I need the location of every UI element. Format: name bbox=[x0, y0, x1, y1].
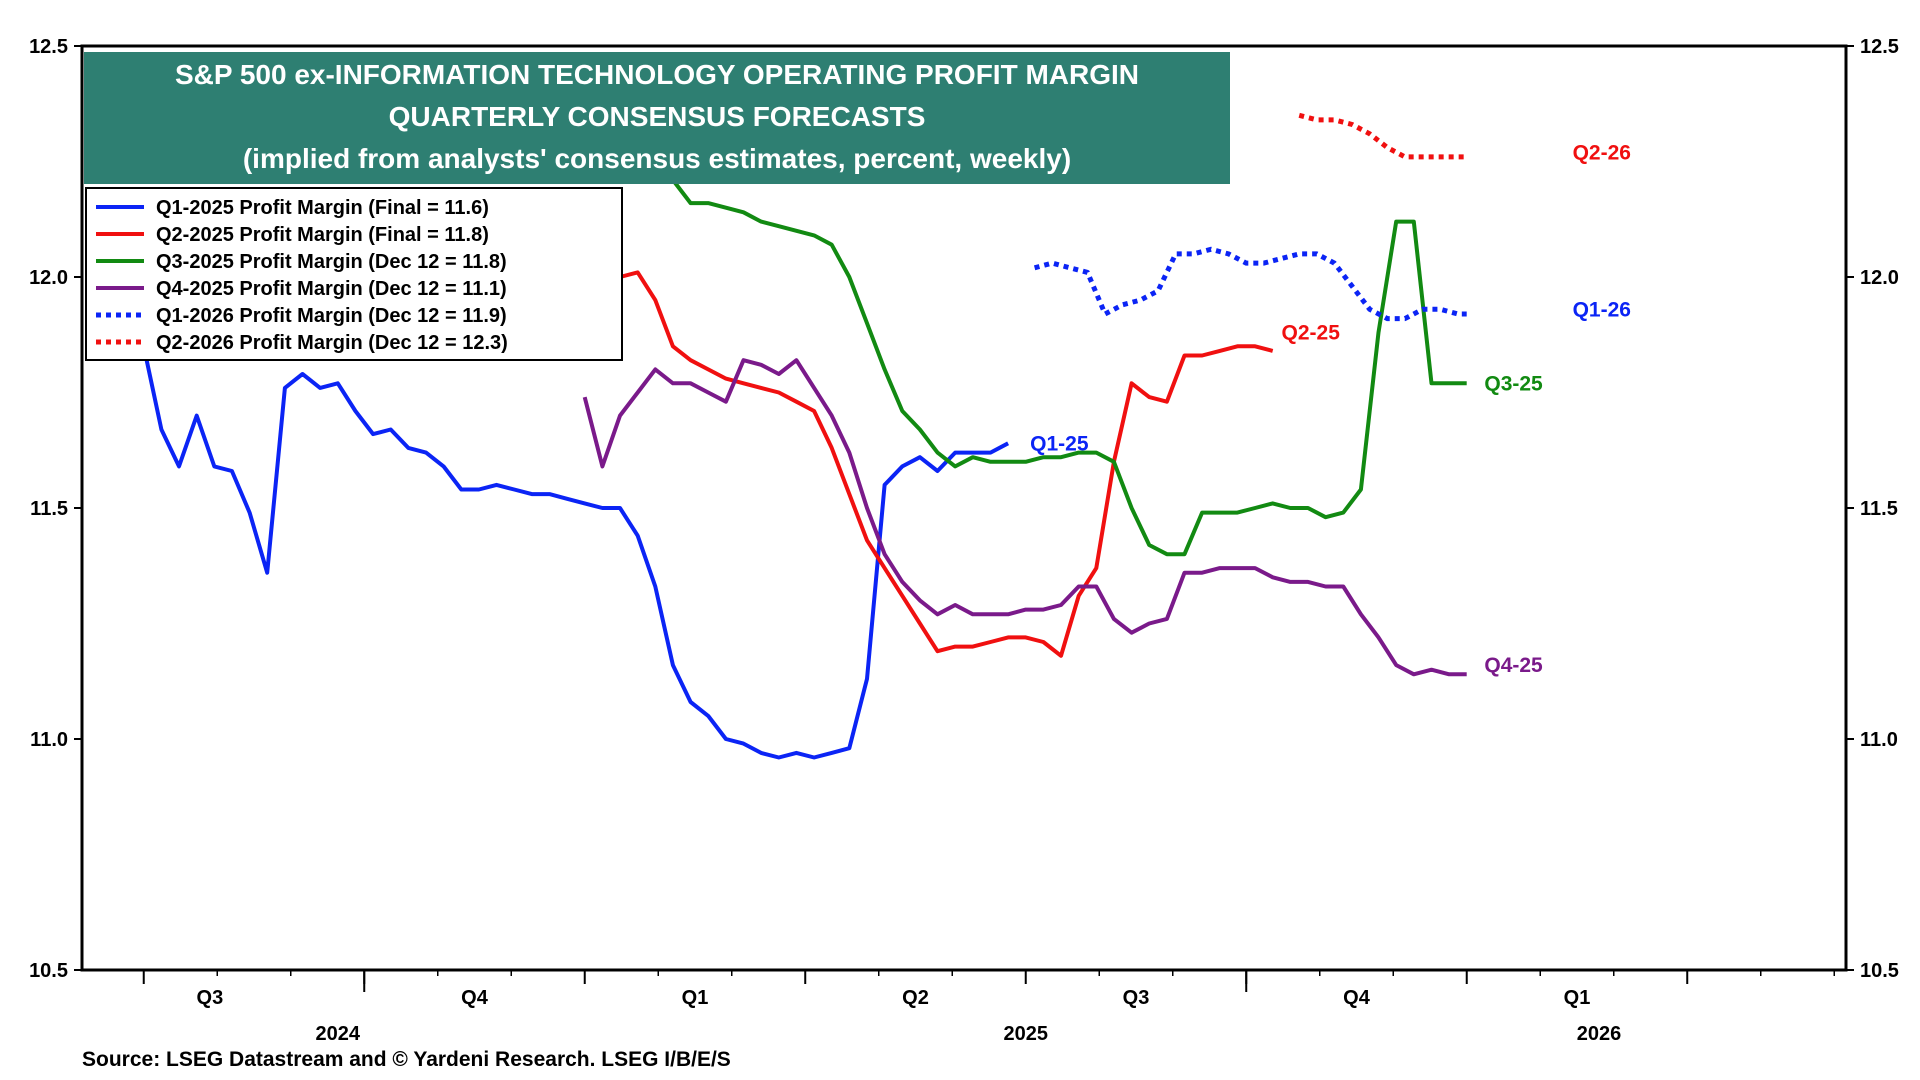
x-quarter-label: Q1 bbox=[1564, 987, 1591, 1009]
legend-box bbox=[85, 187, 623, 361]
y-tick-label-left: 11.5 bbox=[30, 498, 68, 520]
x-quarter-label: Q4 bbox=[461, 987, 489, 1009]
end-label-q1-25: Q1-25 bbox=[1030, 432, 1089, 455]
legend-label: Q1-2025 Profit Margin (Final = 11.6) bbox=[156, 197, 489, 219]
plot-frame: 10.5 10.5 11.0 11.0 11.5 11.5 12.0 12.0 12.5 12.5… bbox=[29, 36, 1899, 1045]
x-year-label: 2024 bbox=[316, 1023, 361, 1045]
plot-border bbox=[80, 44, 1848, 972]
y-tick-label-left: 12.0 bbox=[29, 267, 68, 289]
title-box: S&P 500 ex-INFORMATION TECHNOLOGY OPERAT… bbox=[84, 52, 1230, 184]
end-label-q1-26: Q1-26 bbox=[1573, 298, 1631, 321]
x-quarter-label: Q2 bbox=[902, 987, 929, 1009]
chart-subtitle: QUARTERLY CONSENSUS FORECASTS bbox=[389, 101, 926, 132]
legend-label: Q4-2025 Profit Margin (Dec 12 = 11.1) bbox=[156, 278, 507, 300]
legend: Q1-2025 Profit Margin (Final = 11.6) Q2-2… bbox=[85, 187, 623, 361]
x-quarter-label: Q3 bbox=[1123, 987, 1150, 1009]
series-line-q2-26 bbox=[1298, 112, 1467, 160]
legend-label: Q2-2026 Profit Margin (Dec 12 = 12.3) bbox=[156, 332, 508, 354]
source-note: Source: LSEG Datastream and © Yardeni Re… bbox=[82, 1048, 731, 1071]
x-quarter-label: Q3 bbox=[197, 987, 224, 1009]
y-tick-label-right: 11.5 bbox=[1860, 498, 1898, 520]
x-year-label: 2025 bbox=[1003, 1023, 1048, 1045]
end-label-q3-25: Q3-25 bbox=[1484, 372, 1543, 395]
end-label-q4-25: Q4-25 bbox=[1484, 654, 1543, 677]
y-tick-label-left: 11.0 bbox=[30, 729, 68, 751]
series-line-q4-25 bbox=[582, 358, 1467, 677]
chart-subtitle-2: (implied from analysts' consensus estima… bbox=[243, 143, 1071, 174]
series-line-q3-25 bbox=[637, 173, 1467, 557]
x-year-label: 2026 bbox=[1577, 1023, 1622, 1045]
legend-label: Q1-2026 Profit Margin (Dec 12 = 11.9) bbox=[156, 305, 507, 327]
series-line-q1-26 bbox=[1033, 246, 1467, 322]
chart-title: S&P 500 ex-INFORMATION TECHNOLOGY OPERAT… bbox=[175, 59, 1139, 90]
y-tick-label-right: 12.5 bbox=[1860, 36, 1899, 58]
legend-label: Q3-2025 Profit Margin (Dec 12 = 11.8) bbox=[156, 251, 507, 273]
series-line-q1-25 bbox=[141, 345, 1010, 760]
y-tick-label-right: 10.5 bbox=[1860, 960, 1899, 982]
end-labels: Q1-25 Q2-25 Q3-25 Q4-25 Q1-26 Q2-26 bbox=[1030, 141, 1631, 677]
legend-label: Q2-2025 Profit Margin (Final = 11.8) bbox=[156, 224, 489, 246]
x-quarter-label: Q4 bbox=[1343, 987, 1371, 1009]
end-label-q2-25: Q2-25 bbox=[1282, 321, 1341, 344]
y-tick-label-left: 12.5 bbox=[29, 36, 68, 58]
title-background bbox=[84, 52, 1230, 184]
x-quarter-label: Q1 bbox=[682, 987, 709, 1009]
y-tick-label-right: 12.0 bbox=[1860, 267, 1899, 289]
end-label-q2-26: Q2-26 bbox=[1573, 141, 1631, 164]
y-tick-label-left: 10.5 bbox=[29, 960, 68, 982]
y-tick-label-right: 11.0 bbox=[1860, 729, 1898, 751]
